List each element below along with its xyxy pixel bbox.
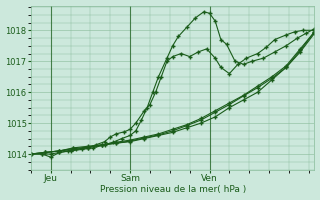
X-axis label: Pression niveau de la mer( hPa ): Pression niveau de la mer( hPa ) bbox=[100, 185, 246, 194]
